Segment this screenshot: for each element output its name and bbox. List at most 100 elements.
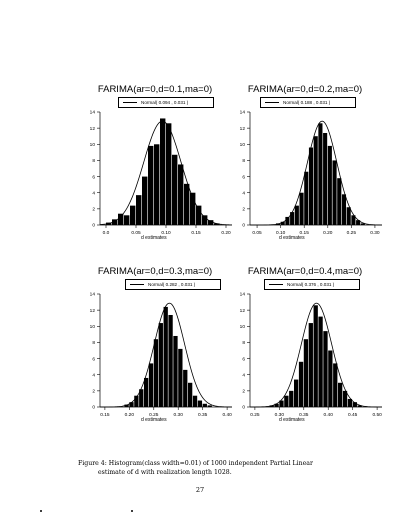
histogram-bar [352,402,357,407]
histogram-bar [188,382,193,407]
histogram-bar [190,192,196,225]
x-tick-label: 0.30 [174,412,184,418]
legend-line [123,102,137,104]
histogram-bar [360,223,365,225]
histogram-bar [318,316,323,407]
histogram-bar [208,220,214,225]
y-tick-label: 4 [92,372,95,378]
histogram-bar [304,171,309,225]
panel-title: FARIMA(ar=0,d=0.3,ma=0) [97,266,213,277]
legend-line [269,284,283,286]
x-tick-label: 0.50 [372,412,382,418]
histogram-bar [160,118,166,225]
legend-line [130,284,144,286]
histogram-bar [144,377,149,407]
y-tick-label: 12 [90,308,96,314]
histogram-plot: 0 2 4 6 8 10 12 14 0.0 0.05 0.10 0.15 0.20 [90,110,233,236]
x-tick-label: 0.15 [100,412,110,418]
y-tick-label: 14 [240,292,246,298]
legend-box: Normal( 0.282 , 0.031 ) [125,279,221,290]
y-tick-label: 8 [92,158,95,164]
y-tick-label: 4 [242,372,245,378]
normal-curve [99,120,233,226]
x-tick-label: 0.15 [191,230,201,236]
panel-title: FARIMA(ar=0,d=0.4,ma=0) [247,266,363,277]
y-tick-label: 14 [90,292,96,298]
y-tick-label: 4 [242,190,245,196]
histogram-plot: 0 2 4 6 8 10 12 14 0.25 0.30 0.35 0.40 0.45 0.50 [240,292,382,418]
histogram-bar [163,306,168,407]
histogram-bar [308,147,314,225]
histogram-bar [313,305,318,407]
legend-label: Normal( 0.188 , 0.031 ) [283,100,331,105]
histogram-bar [323,132,328,225]
histogram-bar [338,382,343,407]
histogram-bar [332,160,337,225]
histogram-bar [129,402,134,407]
y-tick-label: 10 [90,324,96,330]
histogram-bar [153,339,159,407]
histogram-panel-d02: FARIMA(ar=0,d=0.2,ma=0) Normal( 0.188 , … [220,84,390,244]
y-tick-label: 10 [90,142,96,148]
y-tick-label: 6 [92,174,95,180]
histogram-bar [148,363,154,407]
y-tick-label: 6 [242,356,245,362]
legend-box: Normal( 0.188 , 0.031 ) [260,97,356,108]
x-tick-label: 0.20 [221,230,231,236]
histogram-bar [289,390,294,407]
x-tick-label: 0.20 [125,412,135,418]
histogram-bar [197,400,203,407]
caption-line-1: Figure 4: Histogram(class width=0.01) of… [78,460,313,467]
histogram-bar [269,405,274,407]
histogram-bar [323,331,328,407]
y-tick-label: 4 [92,190,95,196]
histogram-bar [154,144,160,225]
histogram-bar [299,192,304,225]
x-tick-label: 0.15 [300,230,310,236]
x-tick-label: 0.05 [131,230,141,236]
histogram-bar [168,314,173,407]
y-tick-label: 6 [242,174,245,180]
histogram-bar [118,213,124,225]
histogram-bar [356,220,361,225]
histogram-bar [351,215,356,225]
histogram-bar [184,183,190,225]
histogram-bar [284,395,289,407]
histogram-bar [274,403,279,407]
y-tick-label: 2 [242,207,245,213]
histogram-bar [346,207,351,225]
histogram-bar [357,405,362,407]
y-tick-label: 6 [92,356,95,362]
y-tick-label: 14 [90,110,96,116]
y-tick-label: 12 [240,308,246,314]
x-tick-label: 0.45 [348,412,358,418]
histogram-plot: 0 2 4 6 8 10 12 14 0.05 0.10 0.15 0.20 0.25 0.30 [240,110,383,236]
histogram-bar [166,123,172,225]
x-axis-label: d estimates [141,417,167,423]
y-tick-label: 0 [242,223,245,229]
histogram-bar [148,145,154,225]
histogram-bar [347,398,353,407]
x-tick-label: 0.25 [250,412,260,418]
y-tick-label: 2 [92,207,95,213]
histogram-bar [172,154,178,225]
histogram-bar [202,215,208,225]
x-tick-label: 0.40 [222,412,232,418]
x-axis-label: d estimates [141,235,167,241]
histogram-bar [342,390,348,407]
histogram-bar [313,136,318,225]
histogram-bar [341,194,347,225]
panel-title: FARIMA(ar=0,d=0.2,ma=0) [247,84,363,95]
x-axis-label: d estimates [279,417,305,423]
histogram-bar [178,348,183,407]
histogram-bar [285,216,290,225]
x-tick-label: 0.25 [149,412,159,418]
histogram-bar [214,223,220,225]
histogram-bar [280,221,285,225]
histogram-bar [328,350,333,407]
x-tick-label: 0.30 [370,230,380,236]
y-tick-label: 0 [92,405,95,411]
histogram-bar [173,335,178,407]
x-tick-label: 0.05 [252,230,262,236]
histogram-bar [308,323,313,407]
